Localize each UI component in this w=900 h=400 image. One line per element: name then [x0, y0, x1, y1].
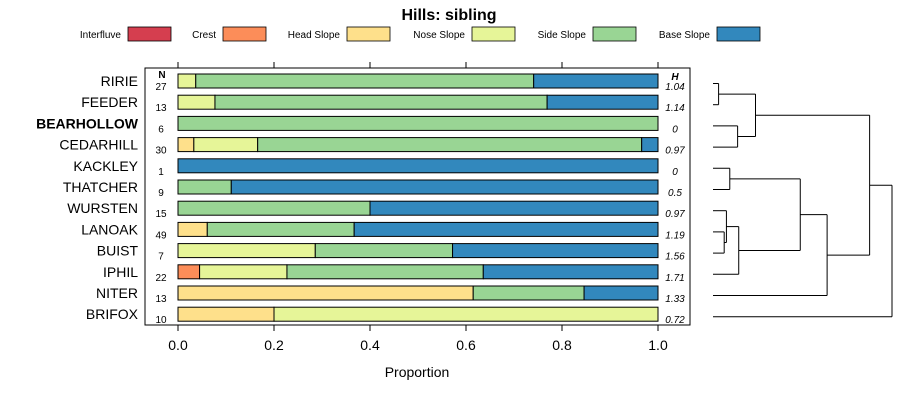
x-tick-label-4: 0.8	[552, 337, 572, 353]
n-value-kackley: 1	[158, 167, 164, 178]
bar-feeder-nose-slope	[177, 94, 216, 110]
legend-label-nose-slope: Nose Slope	[413, 30, 465, 41]
bar-kackley-base-slope	[177, 158, 659, 174]
bar-iphil-side-slope	[286, 264, 484, 280]
legend-swatch-crest	[222, 26, 267, 42]
bar-buist-base-slope	[452, 243, 659, 259]
category-label-cedarhill: CEDARHILL	[59, 137, 138, 153]
bar-niter-side-slope	[472, 285, 585, 301]
dendrogram	[713, 83, 893, 318]
plot-frame	[144, 67, 691, 326]
category-label-iphil: IPHIL	[103, 264, 138, 280]
legend-swatch-side-slope	[592, 26, 637, 42]
n-value-lanoak: 49	[155, 230, 167, 241]
legend-label-interfluve: Interfluve	[80, 30, 122, 41]
bar-lanoak-side-slope	[206, 221, 355, 237]
legend-swatch-head-slope	[346, 26, 391, 42]
h-value-feeder: 1.14	[665, 103, 685, 114]
category-label-buist: BUIST	[97, 243, 139, 259]
n-value-ririe: 27	[155, 82, 167, 93]
h-value-wursten: 0.97	[665, 209, 685, 220]
bar-cedarhill-head-slope	[177, 137, 195, 153]
h-value-niter: 1.33	[665, 294, 685, 305]
h-value-lanoak: 1.19	[665, 230, 685, 241]
n-value-thatcher: 9	[158, 188, 164, 199]
category-label-kackley: KACKLEY	[73, 158, 138, 174]
bar-lanoak-base-slope	[353, 221, 659, 237]
bar-brifox-head-slope	[177, 306, 275, 322]
chart-title: Hills: sibling	[401, 7, 496, 24]
category-label-bearhollow: BEARHOLLOW	[36, 115, 139, 131]
n-value-wursten: 15	[155, 209, 167, 220]
bar-ririe-nose-slope	[177, 73, 197, 89]
h-value-brifox: 0.72	[665, 315, 685, 326]
legend-label-side-slope: Side Slope	[538, 30, 587, 41]
bar-thatcher-base-slope	[230, 179, 659, 195]
x-tick-label-3: 0.6	[456, 337, 476, 353]
h-value-buist: 1.56	[665, 252, 685, 263]
h-value-bearhollow: 0	[672, 124, 678, 135]
legend-label-base-slope: Base Slope	[659, 30, 711, 41]
n-value-buist: 7	[158, 252, 164, 263]
bar-iphil-base-slope	[482, 264, 659, 280]
x-tick-label-0: 0.0	[168, 337, 188, 353]
bar-cedarhill-nose-slope	[193, 137, 259, 153]
category-label-thatcher: THATCHER	[63, 179, 138, 195]
bar-bearhollow-side-slope	[177, 115, 659, 131]
bar-iphil-crest	[177, 264, 201, 280]
bar-niter-head-slope	[177, 285, 474, 301]
category-label-niter: NITER	[96, 285, 138, 301]
bar-ririe-side-slope	[195, 73, 535, 89]
n-value-iphil: 22	[155, 273, 167, 284]
bar-ririe-base-slope	[533, 73, 659, 89]
legend-swatch-nose-slope	[471, 26, 516, 42]
h-value-thatcher: 0.5	[668, 188, 682, 199]
x-tick-label-2: 0.4	[360, 337, 380, 353]
bar-buist-side-slope	[314, 243, 454, 259]
h-value-ririe: 1.04	[665, 82, 685, 93]
bar-cedarhill-base-slope	[641, 137, 659, 153]
bar-lanoak-head-slope	[177, 221, 208, 237]
legend-swatch-base-slope	[716, 26, 761, 42]
h-value-kackley: 0	[672, 167, 678, 178]
x-axis-label: Proportion	[385, 364, 450, 380]
bar-feeder-base-slope	[546, 94, 659, 110]
x-tick-label-1: 0.2	[264, 337, 284, 353]
bar-buist-nose-slope	[177, 243, 316, 259]
n-value-bearhollow: 6	[158, 124, 164, 135]
category-label-wursten: WURSTEN	[67, 200, 138, 216]
bar-niter-base-slope	[583, 285, 659, 301]
legend-label-crest: Crest	[192, 30, 216, 41]
bar-wursten-base-slope	[369, 200, 659, 216]
h-value-iphil: 1.71	[665, 273, 684, 284]
n-value-cedarhill: 30	[155, 146, 167, 157]
bar-cedarhill-side-slope	[257, 137, 643, 153]
bar-feeder-side-slope	[214, 94, 548, 110]
n-column-header: N	[158, 70, 165, 81]
bar-brifox-nose-slope	[273, 306, 659, 322]
n-value-niter: 13	[155, 294, 167, 305]
category-label-feeder: FEEDER	[81, 94, 138, 110]
legend-swatch-interfluve	[127, 26, 172, 42]
category-label-lanoak: LANOAK	[81, 221, 138, 237]
h-column-header: H	[671, 72, 679, 83]
h-value-cedarhill: 0.97	[665, 146, 685, 157]
n-value-feeder: 13	[155, 103, 167, 114]
category-label-brifox: BRIFOX	[86, 306, 139, 322]
bar-iphil-nose-slope	[199, 264, 288, 280]
bar-wursten-side-slope	[177, 200, 371, 216]
bar-thatcher-side-slope	[177, 179, 232, 195]
legend: Interfluve Crest Head Slope Nose Slope Side …	[80, 26, 761, 42]
x-axis: 0.0 0.2 0.4 0.6 0.8 1.0	[168, 62, 668, 353]
category-label-ririe: RIRIE	[101, 73, 138, 89]
n-value-brifox: 10	[155, 315, 167, 326]
legend-label-head-slope: Head Slope	[288, 30, 341, 41]
x-tick-label-5: 1.0	[648, 337, 668, 353]
bar-rows: RIRIE 27 1.04 FEEDER 13 1.14 BEARHOLLOW 6 0 CEDAR…	[36, 73, 685, 326]
